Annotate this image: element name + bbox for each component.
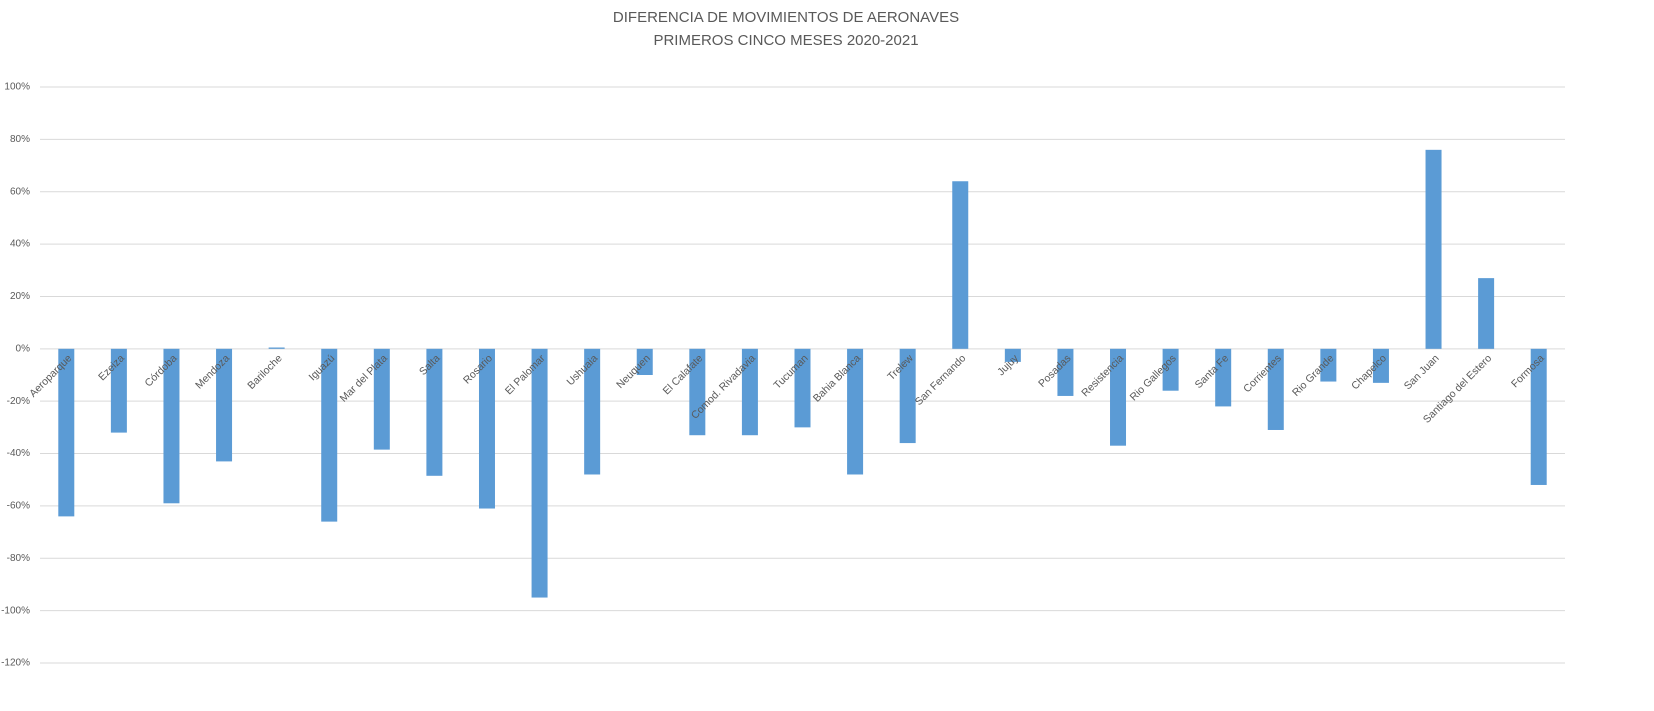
y-tick-label: 40%: [10, 239, 30, 250]
chart-title: DIFERENCIA DE MOVIMIENTOS DE AERONAVES: [613, 9, 959, 26]
bar: [58, 348, 75, 517]
y-tick-label: -20%: [7, 396, 30, 407]
bar: [1530, 348, 1547, 485]
x-tick-label: Bariloche: [245, 352, 285, 392]
bar: [110, 348, 127, 433]
bar: [1057, 348, 1074, 396]
bar: [794, 348, 811, 428]
bar: [1320, 348, 1337, 382]
bar: [1372, 348, 1389, 383]
bar: [1110, 348, 1127, 446]
bar: [1004, 348, 1021, 362]
y-tick-label: 80%: [10, 134, 30, 145]
bar: [268, 347, 285, 349]
y-tick-label: -100%: [1, 605, 30, 616]
bar: [952, 181, 969, 349]
bar: [636, 348, 653, 375]
y-tick-label: 60%: [10, 186, 30, 197]
y-tick-label: -80%: [7, 553, 30, 564]
bar: [1267, 348, 1284, 430]
bar: [899, 348, 916, 444]
x-tick-label: San Fernando: [913, 352, 969, 408]
bar: [584, 348, 601, 475]
y-tick-label: 20%: [10, 291, 30, 302]
bar: [741, 348, 758, 436]
bar: [321, 348, 338, 522]
bar: [216, 348, 233, 462]
chart-subtitle: PRIMEROS CINCO MESES 2020-2021: [653, 32, 918, 49]
bar: [847, 348, 864, 475]
bar: [1478, 278, 1495, 349]
bar: [1425, 149, 1442, 349]
bar: [478, 348, 495, 509]
x-tick-label: San Juan: [1402, 352, 1442, 392]
y-tick-label: -60%: [7, 501, 30, 512]
bar: [426, 348, 443, 476]
bar: [1162, 348, 1179, 391]
bar: [373, 348, 390, 450]
bar: [531, 348, 548, 598]
y-tick-label: 0%: [16, 343, 31, 354]
y-tick-label: 100%: [4, 82, 30, 93]
y-tick-label: -120%: [1, 658, 30, 669]
bar: [1215, 348, 1232, 407]
bar: [163, 348, 180, 504]
y-tick-label: -40%: [7, 448, 30, 459]
bar: [689, 348, 706, 436]
